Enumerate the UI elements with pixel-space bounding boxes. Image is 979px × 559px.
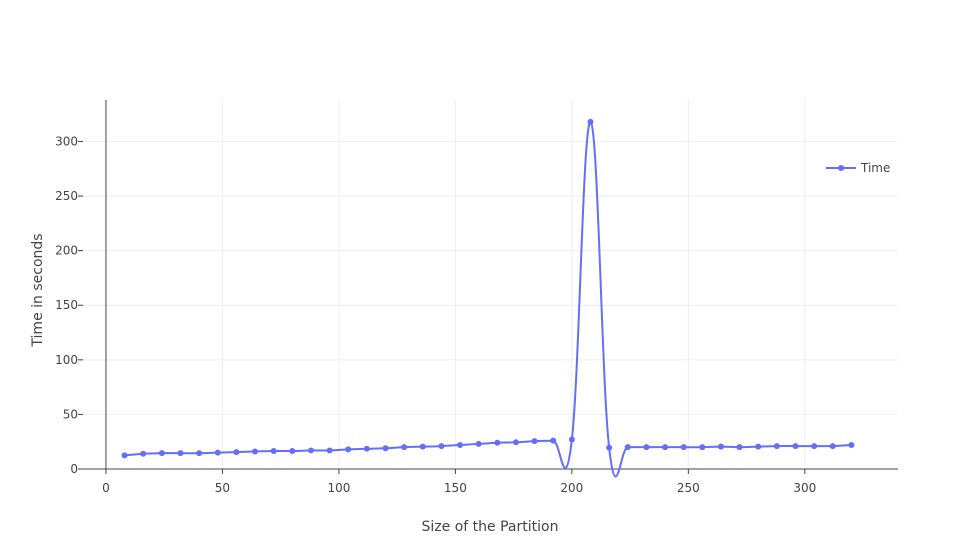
data-point[interactable] [531, 438, 538, 445]
axes [78, 100, 898, 470]
data-point[interactable] [624, 444, 631, 451]
data-point[interactable] [587, 118, 594, 125]
x-tick-label: 300 [793, 481, 816, 495]
data-point[interactable] [196, 450, 203, 457]
data-point[interactable] [662, 444, 669, 451]
legend[interactable]: Time [826, 161, 890, 175]
data-point[interactable] [736, 444, 743, 451]
y-tick-label: 0 [70, 462, 78, 476]
data-point[interactable] [848, 441, 855, 448]
x-tick-label: 50 [215, 481, 230, 495]
x-tick-label: 100 [327, 481, 350, 495]
data-point[interactable] [457, 441, 464, 448]
data-point[interactable] [811, 443, 818, 450]
series-line [124, 120, 852, 478]
data-point[interactable] [363, 445, 370, 452]
data-point[interactable] [140, 450, 147, 457]
x-tick-label: 200 [560, 481, 583, 495]
y-tick-label: 250 [55, 189, 78, 203]
series-layer [121, 118, 855, 478]
y-axis-title: Time in seconds [30, 233, 46, 347]
data-point[interactable] [512, 439, 519, 446]
data-point[interactable] [289, 447, 296, 454]
tick-labels: 0 50 100 150 200 250 300 0 50 100 150 200 250 300 [55, 134, 816, 495]
x-tick-label: 250 [677, 481, 700, 495]
data-point[interactable] [438, 443, 445, 450]
data-point[interactable] [345, 446, 352, 453]
data-point[interactable] [494, 439, 501, 446]
data-point[interactable] [270, 447, 277, 454]
data-point[interactable] [158, 450, 165, 457]
data-point[interactable] [121, 452, 128, 459]
y-tick-label: 200 [55, 244, 78, 258]
data-point[interactable] [755, 443, 762, 450]
data-point[interactable] [792, 443, 799, 450]
data-point[interactable] [568, 436, 575, 443]
x-tick-label: 150 [444, 481, 467, 495]
data-point[interactable] [829, 443, 836, 450]
legend-marker [838, 165, 844, 171]
data-point[interactable] [606, 444, 613, 451]
data-point[interactable] [401, 444, 408, 451]
data-point[interactable] [214, 449, 221, 456]
data-point[interactable] [233, 449, 240, 456]
data-point[interactable] [307, 447, 314, 454]
data-point[interactable] [680, 444, 687, 451]
data-point[interactable] [475, 440, 482, 447]
data-point[interactable] [419, 443, 426, 450]
x-axis-title: Size of the Partition [422, 519, 559, 535]
legend-item-time[interactable]: Time [826, 161, 890, 175]
grid-lines [78, 100, 898, 469]
data-point[interactable] [382, 445, 389, 452]
data-point[interactable] [177, 450, 184, 457]
data-point[interactable] [643, 444, 650, 451]
data-point[interactable] [326, 447, 333, 454]
series-time [121, 118, 855, 478]
data-point[interactable] [550, 437, 557, 444]
y-tick-label: 300 [55, 134, 78, 148]
y-tick-label: 100 [55, 353, 78, 367]
data-point[interactable] [773, 443, 780, 450]
data-point[interactable] [252, 448, 259, 455]
legend-label: Time [860, 161, 890, 175]
data-point[interactable] [717, 443, 724, 450]
y-tick-label: 50 [63, 407, 78, 421]
y-tick-label: 150 [55, 298, 78, 312]
x-tick-label: 0 [102, 481, 110, 495]
data-point[interactable] [699, 444, 706, 451]
